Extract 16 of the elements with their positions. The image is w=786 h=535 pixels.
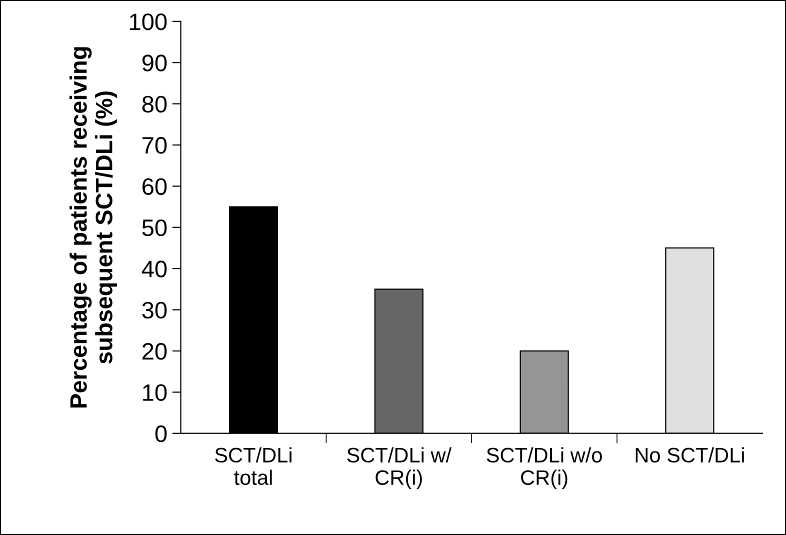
y-tick-label: 70: [142, 137, 167, 154]
y-tick-label: 0: [155, 425, 167, 442]
y-tick-label: 30: [142, 302, 167, 319]
x-tick-label: SCT/DLi w/o CR(i): [486, 447, 602, 490]
x-tick-label: SCT/DLi total: [215, 447, 292, 485]
y-tick-label: 20: [142, 343, 167, 360]
y-tick-label: 10: [143, 384, 167, 401]
y-tick-label: 50: [142, 219, 167, 236]
y-axis-title: Percentage of patients receiving subsequent SCT/DLi (%): [70, 47, 118, 408]
x-tick-label: SCT/DLi w/ CR(i): [347, 447, 452, 490]
y-tick-label: 80: [142, 96, 167, 113]
y-tick-label: 60: [142, 178, 167, 195]
x-tick-label: No SCT/DLi: [636, 447, 744, 463]
y-tick-label: 100: [130, 13, 167, 30]
y-tick-label: 40: [142, 260, 167, 278]
y-tick-label: 90: [142, 54, 167, 72]
